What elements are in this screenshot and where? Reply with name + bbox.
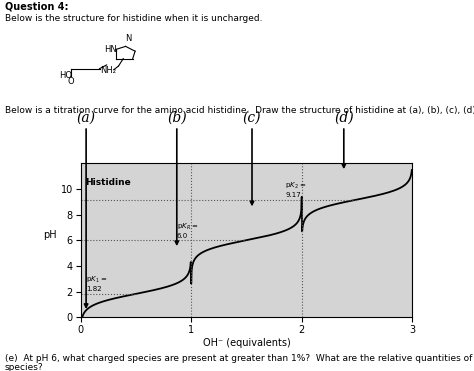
Text: N: N [125,34,131,43]
Text: (b): (b) [167,110,187,124]
Text: Question 4:: Question 4: [5,2,68,12]
X-axis label: OH⁻ (equivalents): OH⁻ (equivalents) [202,338,291,348]
Text: NH₂: NH₂ [100,66,117,75]
Text: p$K_1$ =
1.82: p$K_1$ = 1.82 [86,275,108,292]
Text: p$K_2$ =
9.17: p$K_2$ = 9.17 [285,181,307,198]
Text: Below is a titration curve for the amino acid histidine.  Draw the structure of : Below is a titration curve for the amino… [5,106,474,115]
Text: (e)  At pH 6, what charged species are present at greater than 1%?  What are the: (e) At pH 6, what charged species are pr… [5,354,474,363]
Text: HO: HO [59,71,72,80]
Text: (c): (c) [243,110,261,124]
Text: (a): (a) [77,110,96,124]
Y-axis label: pH: pH [43,230,56,240]
Text: Below is the structure for histidine when it is uncharged.: Below is the structure for histidine whe… [5,14,262,23]
Text: species?: species? [5,363,43,371]
Text: HN: HN [104,45,117,53]
Text: Histidine: Histidine [85,178,131,187]
Text: p$K_R$ =
6.0: p$K_R$ = 6.0 [177,222,199,239]
Text: O: O [68,77,74,86]
Text: (d): (d) [334,110,354,124]
